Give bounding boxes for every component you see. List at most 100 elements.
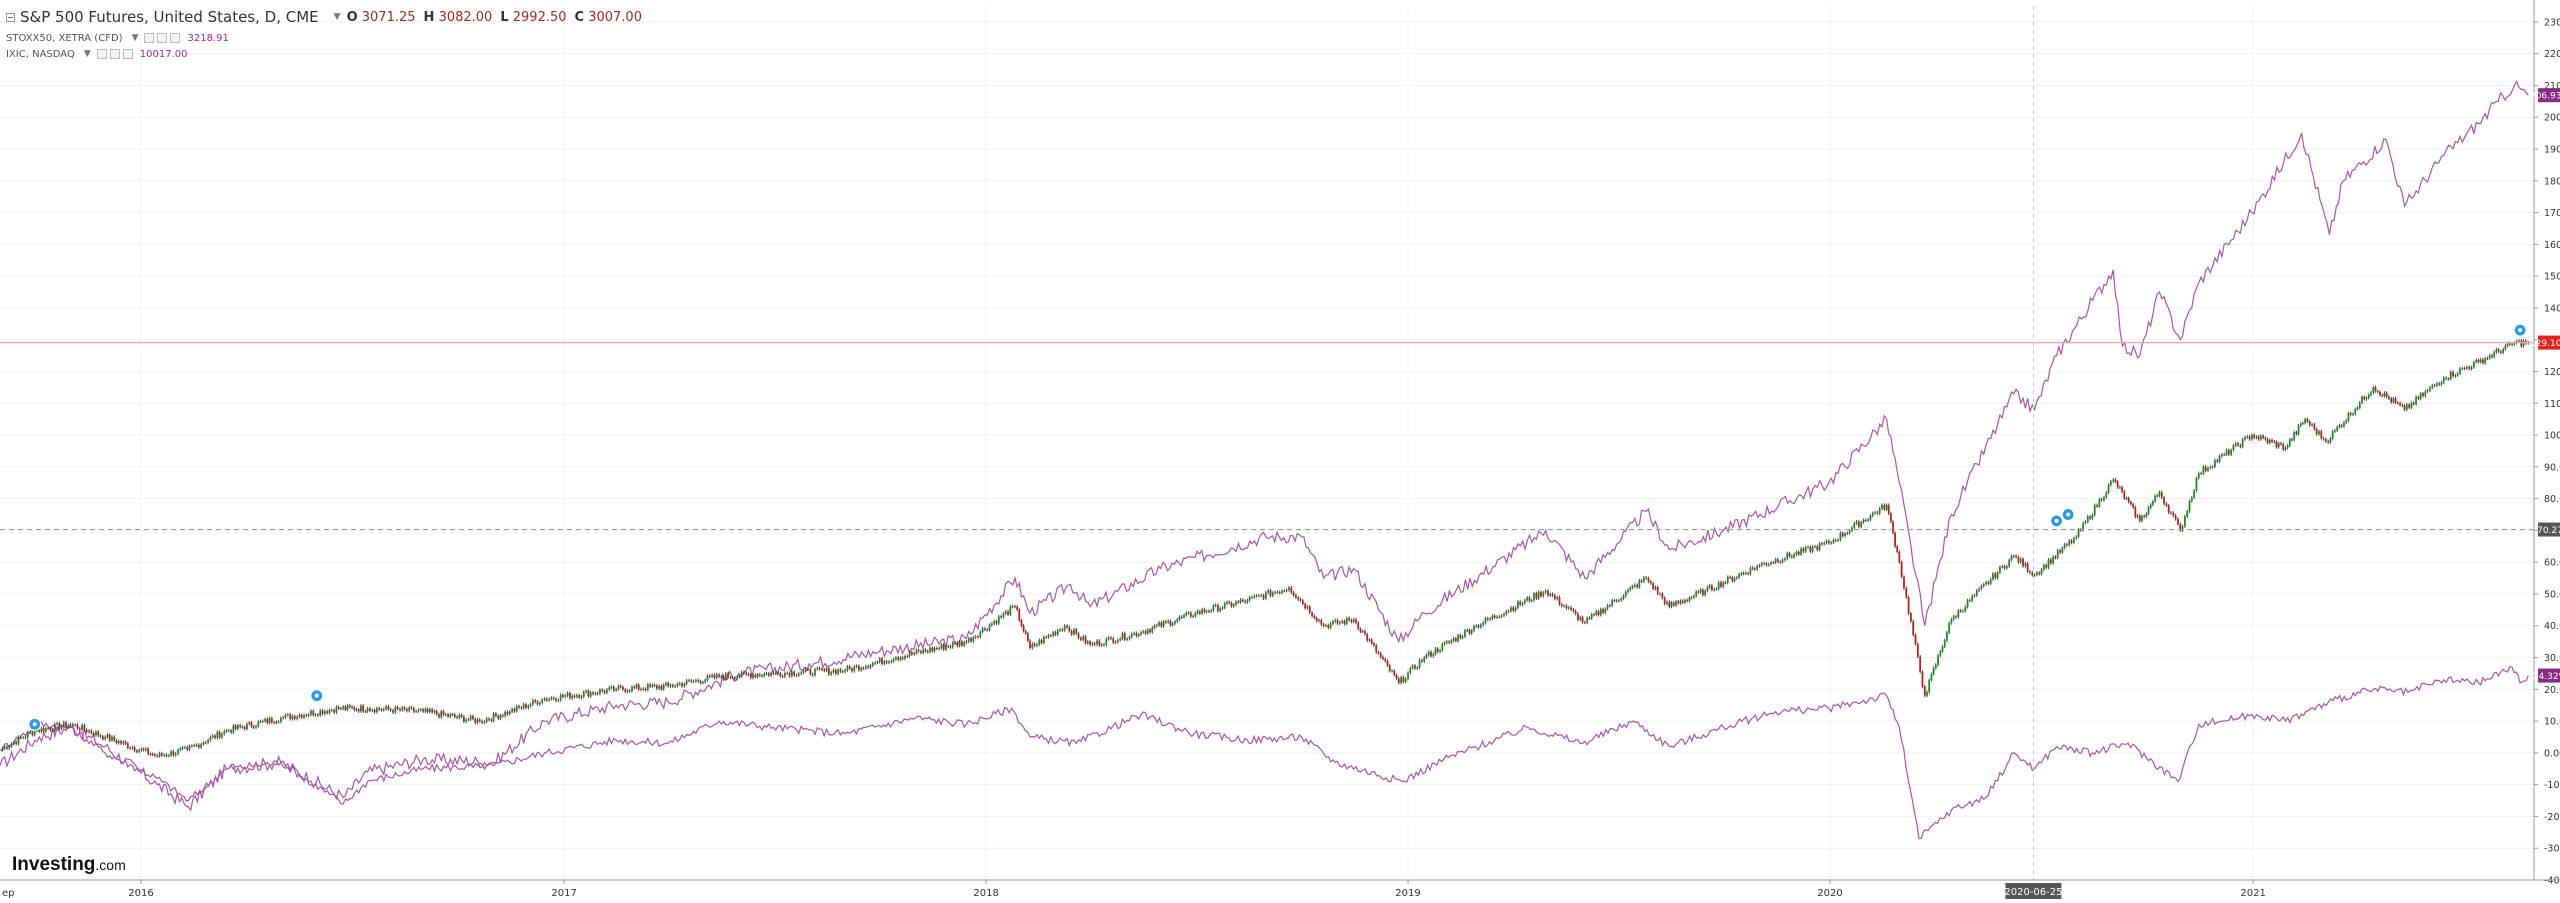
y-tick-label: 30.00%	[2544, 653, 2560, 664]
candle-up	[104, 736, 107, 740]
candle-down	[1672, 602, 1675, 606]
candle-down	[960, 641, 963, 646]
candle-down	[2327, 441, 2330, 443]
event-marker-dot	[2066, 512, 2071, 517]
compare-2-symbol[interactable]: IXIC, NASDAQ	[6, 48, 75, 60]
compare-1-symbol[interactable]: STOXX50, XETRA (CFD)	[6, 32, 123, 44]
candle-up	[695, 680, 697, 682]
candle-down	[1903, 576, 1905, 589]
candle-down	[1581, 617, 1584, 623]
candle-up	[2105, 492, 2108, 498]
candle-up	[1516, 601, 1519, 608]
visibility-icon[interactable]	[157, 33, 168, 43]
candle-up	[2331, 431, 2334, 439]
x-tick-label: 2016	[128, 888, 153, 899]
candle-up	[1121, 633, 1124, 639]
legend-main-symbol: S&P 500 Futures, United States, D, CME ▼…	[6, 4, 650, 30]
candle-up	[2147, 507, 2150, 514]
candle-down	[545, 698, 548, 701]
close-icon[interactable]	[122, 49, 133, 59]
candle-down	[438, 714, 440, 718]
candle-down	[761, 675, 763, 677]
settings-icon[interactable]	[144, 33, 155, 43]
candle-up	[444, 714, 447, 716]
candle-down	[348, 705, 351, 707]
candle-down	[1841, 532, 1844, 536]
candle-up	[651, 685, 654, 687]
candle-down	[490, 719, 493, 721]
chevron-down-icon[interactable]: ▼	[131, 33, 139, 43]
candle-up	[429, 709, 431, 713]
candle-down	[1751, 567, 1754, 569]
candle-down	[720, 676, 723, 678]
candle-up	[1781, 559, 1784, 562]
candle-down	[733, 677, 736, 679]
candle-up	[255, 726, 257, 728]
candle-up	[830, 672, 833, 675]
candle-up	[1253, 595, 1256, 598]
chevron-down-icon[interactable]: ▼	[83, 49, 91, 59]
visibility-icon[interactable]	[109, 49, 120, 59]
candle-down	[1237, 601, 1240, 603]
candle-up	[1063, 625, 1066, 631]
candle-down	[1744, 572, 1747, 574]
candle-up	[543, 698, 546, 700]
candle-down	[403, 707, 406, 710]
candle-up	[1258, 595, 1260, 597]
candle-down	[697, 680, 700, 682]
candle-up	[2197, 473, 2200, 479]
candle-up	[1526, 597, 1529, 601]
y-axis[interactable]: -40.00% -30.00% -20.00% -10.00% 0.00% 10.00% 2…	[2530, 0, 2560, 887]
candle-down	[1144, 631, 1147, 634]
candle-down	[2070, 540, 2073, 543]
y-tick-label: 140.00%	[2544, 303, 2560, 314]
candle-down	[252, 726, 255, 728]
candle-down	[2376, 391, 2379, 393]
candle-up	[529, 704, 532, 706]
candle-down	[1350, 620, 1353, 622]
candle-up	[1187, 612, 1190, 614]
candle-up	[1853, 523, 1856, 528]
settings-icon[interactable]	[96, 49, 107, 59]
candle-down	[135, 750, 138, 752]
candle-down	[2273, 441, 2276, 443]
y-tick-label: 220.00%	[2544, 49, 2560, 60]
chevron-down-icon[interactable]: ▼	[333, 12, 341, 22]
candle-down	[1584, 622, 1586, 624]
candle-up	[268, 718, 271, 723]
candle-up	[1590, 614, 1593, 619]
candle-down	[2134, 507, 2137, 517]
candle-up	[1937, 655, 1939, 665]
candle-up	[2488, 355, 2491, 359]
main-symbol-name[interactable]: S&P 500 Futures, United States, D, CME	[20, 8, 319, 26]
candle-down	[977, 636, 979, 638]
candle-down	[380, 709, 383, 711]
candle-down	[2363, 396, 2366, 400]
candle-up	[2504, 345, 2507, 350]
candle-up	[997, 616, 1000, 624]
candle-down	[2422, 393, 2424, 396]
candle-up	[2405, 404, 2408, 410]
candle-down	[644, 688, 647, 690]
candle-up	[382, 709, 385, 711]
candle-down	[47, 728, 50, 730]
candle-up	[195, 744, 198, 746]
candle-down	[239, 725, 242, 727]
candle-down	[1375, 645, 1378, 653]
candle-up	[1338, 622, 1341, 624]
candle-up	[1706, 587, 1709, 591]
close-icon[interactable]	[170, 33, 181, 43]
candle-up	[483, 721, 486, 723]
candle-down	[392, 710, 394, 713]
candle-up	[2361, 396, 2363, 403]
candle-up	[1704, 590, 1707, 596]
x-axis[interactable]: 2016 2017 2018 2019 2020 2021 ep 2020-06-25	[0, 879, 2560, 899]
collapse-icon[interactable]	[6, 12, 15, 22]
candle-down	[642, 688, 645, 690]
candle-up	[2181, 526, 2184, 531]
candle-down	[2132, 504, 2135, 508]
candle-down	[2223, 454, 2226, 456]
candle-up	[2372, 387, 2375, 393]
candle-down	[1026, 633, 1029, 641]
